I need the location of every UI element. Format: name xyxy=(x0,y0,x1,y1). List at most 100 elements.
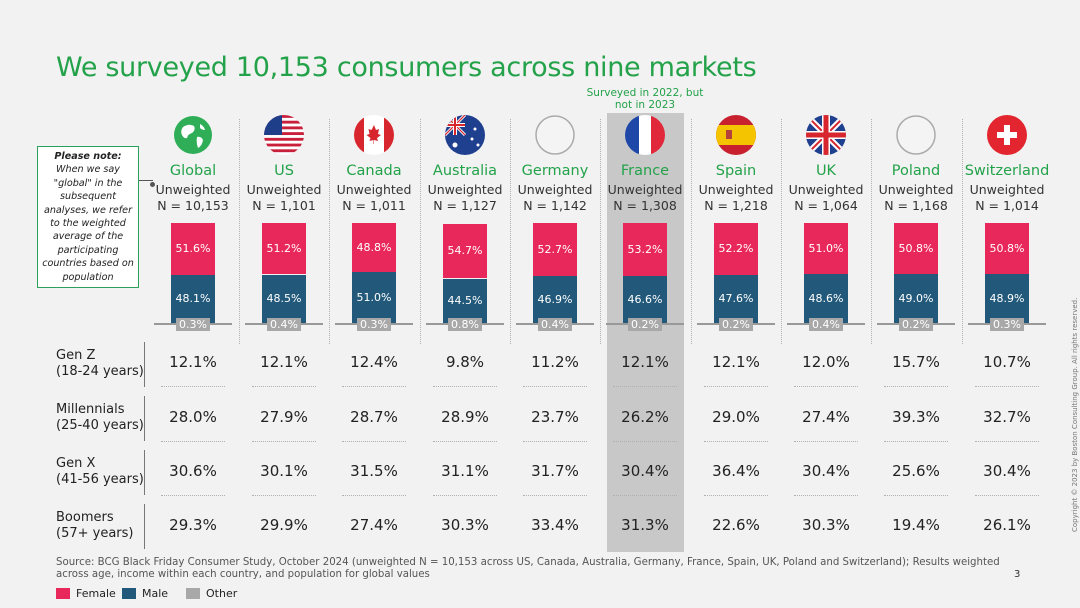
other-value-label: 0.2% xyxy=(719,318,753,331)
bar-segment-male: 48.9% xyxy=(985,274,1029,323)
country-name: UK xyxy=(815,163,837,179)
row-dotted-divider xyxy=(794,441,858,442)
age-share-value: 31.1% xyxy=(441,462,489,480)
row-dotted-divider xyxy=(252,386,316,387)
row-dotted-divider xyxy=(342,495,406,496)
sample-size: N = 1,142 xyxy=(523,198,587,213)
legend-label: Other xyxy=(206,587,238,600)
age-share-value: 30.4% xyxy=(983,462,1031,480)
age-share-value: 33.4% xyxy=(531,516,579,534)
male-value-label: 46.6% xyxy=(627,292,663,306)
other-value-label: 0.4% xyxy=(538,318,572,331)
row-dotted-divider xyxy=(975,441,1039,442)
age-share-value: 25.6% xyxy=(892,462,940,480)
row-dotted-divider xyxy=(523,441,587,442)
age-share-value: 22.6% xyxy=(712,516,760,534)
sample-size: N = 1,218 xyxy=(704,198,768,213)
poland-flag-icon xyxy=(896,115,936,155)
row-label-divider xyxy=(144,396,145,441)
row-dotted-divider xyxy=(704,386,768,387)
age-share-value: 31.7% xyxy=(531,462,579,480)
unweighted-label: Unweighted xyxy=(878,182,954,197)
age-share-value: 12.1% xyxy=(621,353,669,371)
male-value-label: 49.0% xyxy=(898,291,934,305)
age-group-name: Gen Z xyxy=(56,348,96,363)
row-dotted-divider xyxy=(523,495,587,496)
age-share-value: 30.1% xyxy=(260,462,308,480)
column-separator xyxy=(961,119,963,344)
row-label-divider xyxy=(144,504,145,549)
other-value-label: 0.8% xyxy=(448,318,482,331)
age-share-value: 27.4% xyxy=(350,516,398,534)
sample-size: N = 1,011 xyxy=(342,198,406,213)
note-body: When we say "global" in the subsequent a… xyxy=(42,164,134,283)
other-value-label: 0.4% xyxy=(809,318,843,331)
sample-size: N = 1,168 xyxy=(884,198,948,213)
legend-swatch xyxy=(122,588,136,599)
age-row-label: Boomers (57+ years) xyxy=(56,510,146,542)
column-separator xyxy=(871,119,872,344)
bar-segment-male: 48.6% xyxy=(804,274,848,323)
age-share-value: 26.1% xyxy=(983,516,1031,534)
other-value-label: 0.2% xyxy=(628,318,662,331)
female-value-label: 52.7% xyxy=(537,242,573,256)
bar-segment-male: 47.6% xyxy=(714,275,758,323)
bar-segment-male: 46.9% xyxy=(533,276,577,323)
age-share-value: 19.4% xyxy=(892,516,940,534)
switzerland-flag-icon xyxy=(987,115,1027,155)
row-dotted-divider xyxy=(433,495,497,496)
row-dotted-divider xyxy=(975,495,1039,496)
sample-size: N = 1,064 xyxy=(794,198,858,213)
sample-size: N = 1,014 xyxy=(975,198,1039,213)
country-name: Canada xyxy=(346,163,402,179)
country-name: Poland xyxy=(891,163,941,179)
other-value-label: 0.3% xyxy=(357,318,391,331)
row-label-divider xyxy=(144,450,145,495)
unweighted-label: Unweighted xyxy=(336,182,412,197)
row-dotted-divider xyxy=(523,386,587,387)
female-value-label: 52.2% xyxy=(718,242,754,256)
country-name: Global xyxy=(169,163,217,179)
note-connector xyxy=(139,180,153,181)
other-value-label: 0.3% xyxy=(176,318,210,331)
sample-size: N = 10,153 xyxy=(157,198,229,213)
legend-item-male: Male xyxy=(122,587,168,600)
other-value-label: 0.3% xyxy=(990,318,1024,331)
age-share-value: 11.2% xyxy=(531,353,579,371)
uk-flag-icon xyxy=(806,115,846,155)
sample-size: N = 1,101 xyxy=(252,198,316,213)
unweighted-label: Unweighted xyxy=(517,182,593,197)
row-dotted-divider xyxy=(613,386,677,387)
age-group-range: (18-24 years) xyxy=(56,364,144,379)
age-share-value: 28.0% xyxy=(169,408,217,426)
column-separator xyxy=(781,119,782,344)
legend-item-female: Female xyxy=(56,587,116,600)
row-dotted-divider xyxy=(884,495,948,496)
france-highlight-band xyxy=(607,113,684,552)
legend-swatch xyxy=(186,588,200,599)
row-dotted-divider xyxy=(794,495,858,496)
bar-segment-male: 51.0% xyxy=(352,272,396,323)
age-share-value: 12.4% xyxy=(350,353,398,371)
male-value-label: 51.0% xyxy=(356,290,392,304)
country-name: France xyxy=(620,163,670,179)
unweighted-label: Unweighted xyxy=(246,182,322,197)
age-share-value: 28.9% xyxy=(441,408,489,426)
sample-size: N = 1,127 xyxy=(433,198,497,213)
other-value-label: 0.4% xyxy=(267,318,301,331)
age-group-name: Boomers xyxy=(56,510,114,525)
row-dotted-divider xyxy=(884,386,948,387)
bar-segment-male: 48.1% xyxy=(171,274,215,323)
globe-icon xyxy=(173,115,213,155)
age-share-value: 27.4% xyxy=(802,408,850,426)
age-group-range: (57+ years) xyxy=(56,526,134,541)
female-value-label: 53.2% xyxy=(627,242,663,256)
age-group-name: Millennials xyxy=(56,402,125,417)
age-share-value: 36.4% xyxy=(712,462,760,480)
age-share-value: 30.3% xyxy=(802,516,850,534)
age-share-value: 12.1% xyxy=(712,353,760,371)
row-dotted-divider xyxy=(161,386,225,387)
age-group-name: Gen X xyxy=(56,456,96,471)
age-share-value: 27.9% xyxy=(260,408,308,426)
age-share-value: 30.4% xyxy=(621,462,669,480)
